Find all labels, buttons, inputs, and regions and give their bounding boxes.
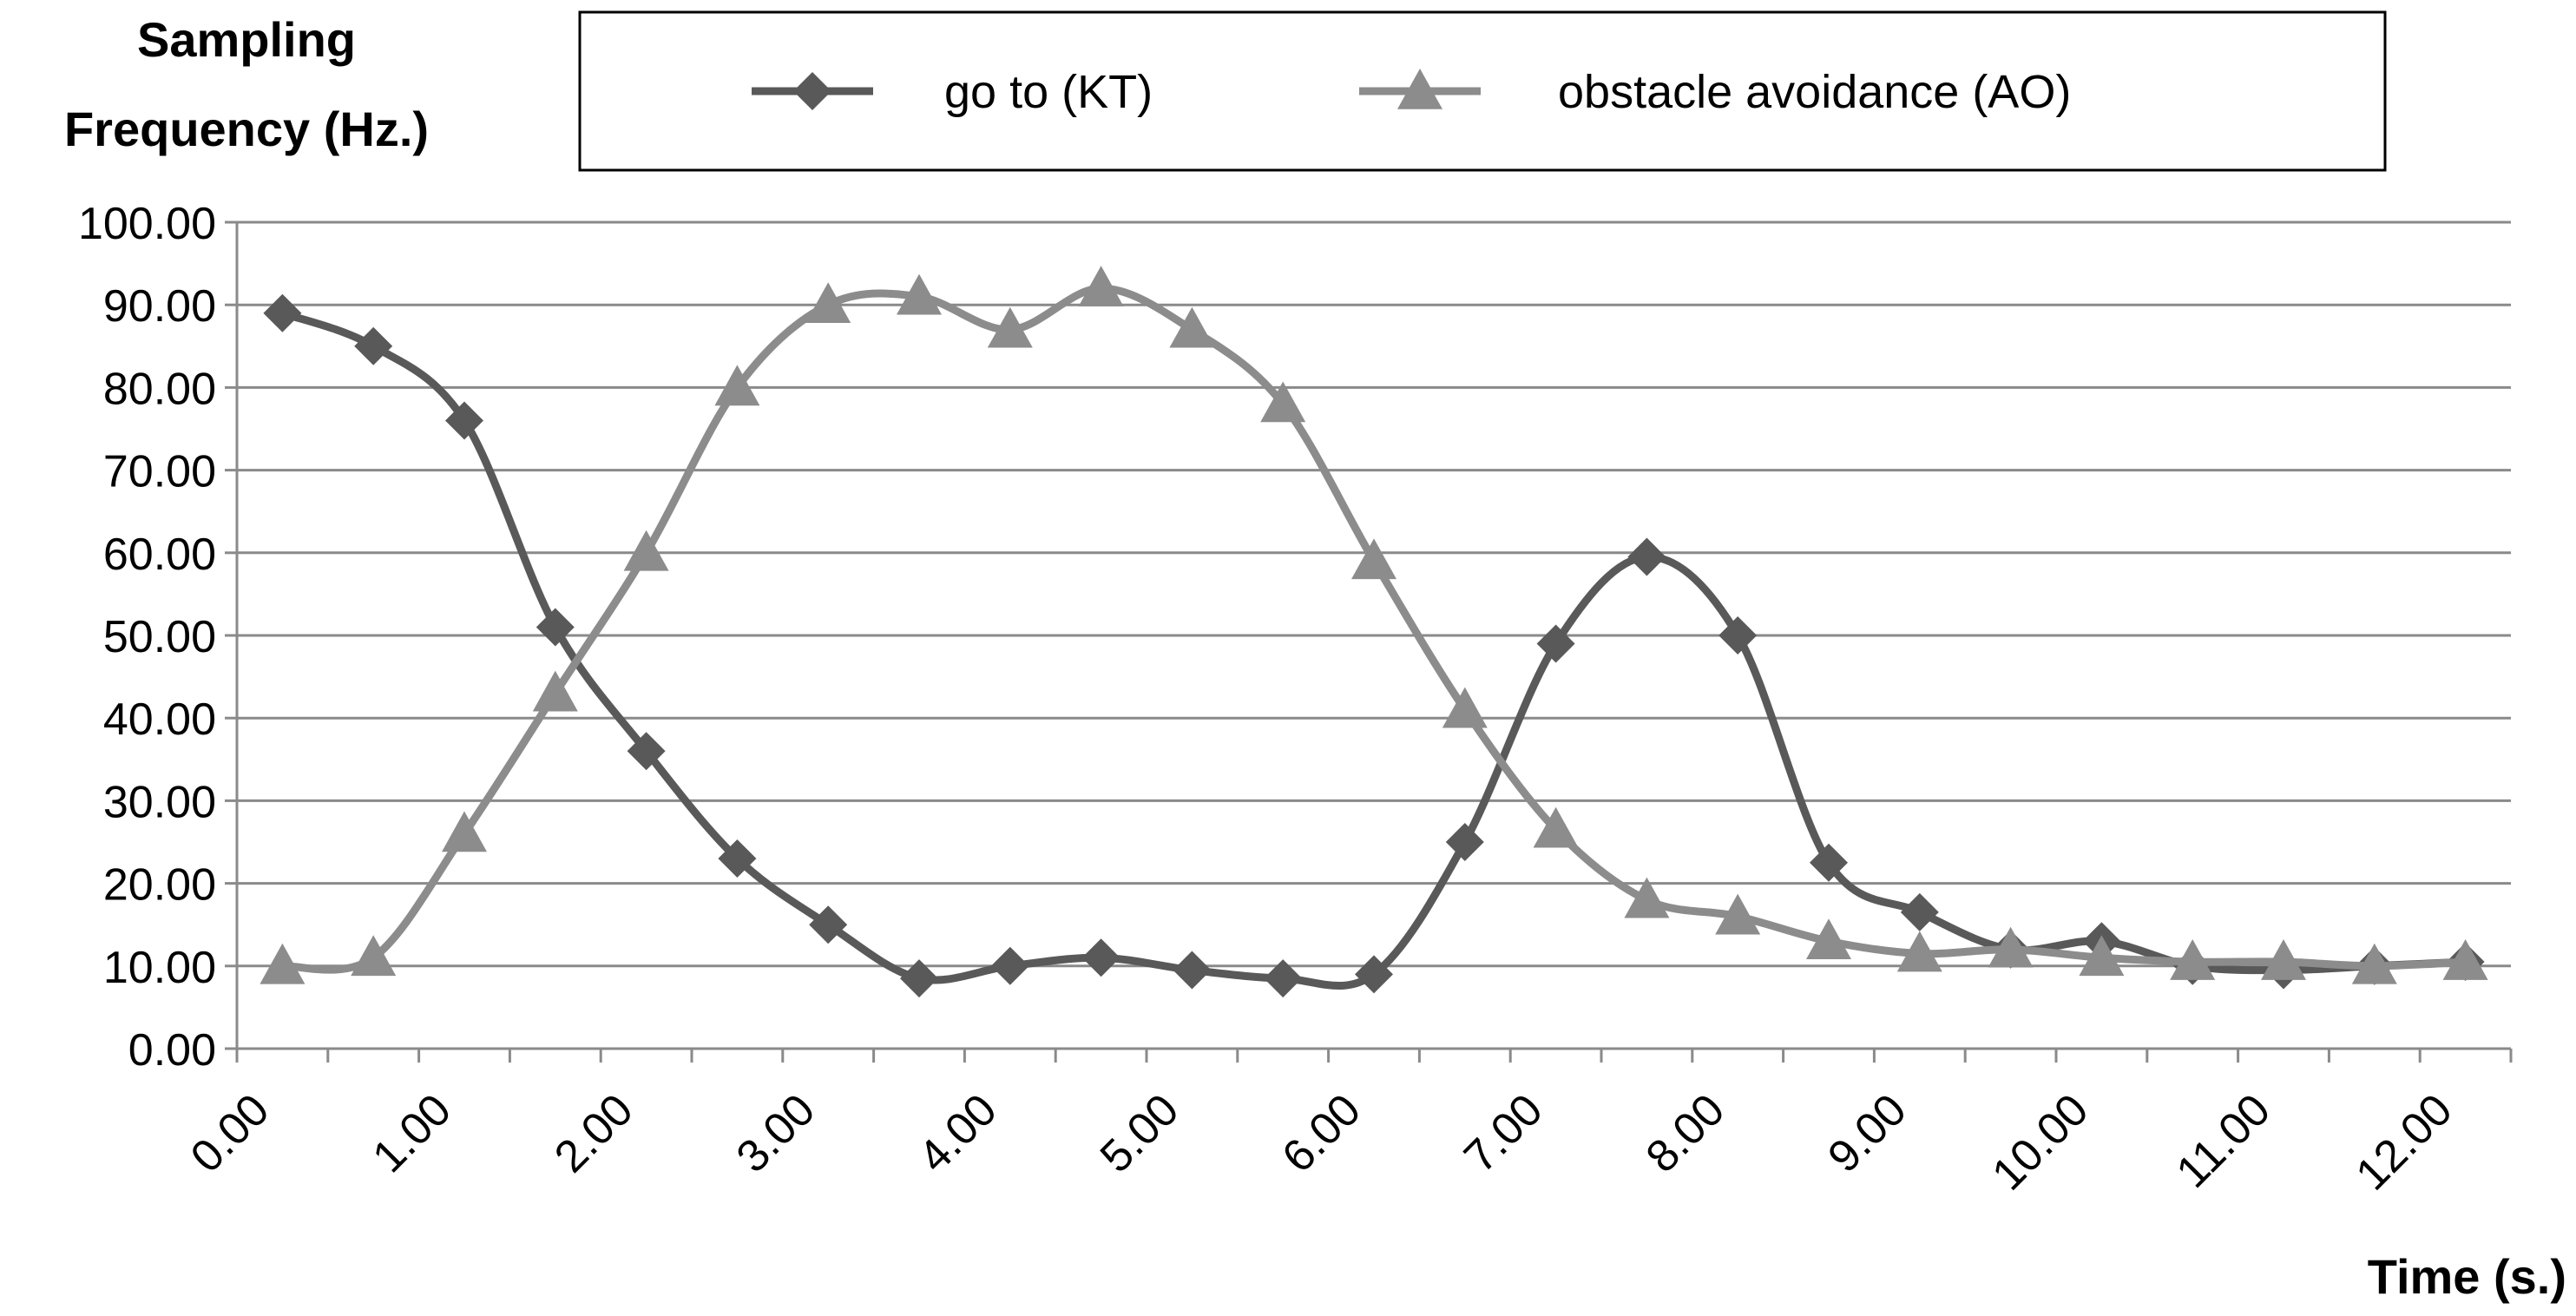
data-point-triangle [260,943,306,984]
legend-label: obstacle avoidance (AO) [1558,66,2071,118]
y-tick-label: 90.00 [103,281,216,332]
data-point-triangle [1078,266,1124,306]
x-tick-label: 9.00 [1818,1084,1916,1182]
data-point-triangle [351,935,397,977]
y-tick-label: 50.00 [103,612,216,662]
data-point-triangle [2351,943,2397,984]
data-point-triangle [1624,877,1670,918]
data-point-diamond [536,608,575,647]
x-tick-label: 4.00 [909,1084,1007,1182]
x-tick-label: 0.00 [181,1084,279,1182]
y-tick-label: 20.00 [103,860,216,911]
data-point-diamond [445,401,483,440]
y-tick-label: 40.00 [103,694,216,745]
data-point-triangle [1806,918,1851,960]
legend: go to (KT) obstacle avoidance (AO) [578,10,2387,172]
data-point-diamond [1810,843,1848,882]
data-point-triangle [1896,931,1942,972]
x-axis-label: Time (s.) [2368,1249,2566,1304]
x-tick-label: 10.00 [1982,1084,2098,1200]
data-point-diamond [900,959,938,998]
legend-marker-triangle [1397,69,1442,109]
y-axis-label-line-2: Frequency (Hz.) [64,102,429,156]
data-point-triangle [2079,935,2125,977]
x-axis-tick-labels: 0.00 1.00 2.00 3.00 4.00 5.00 6.00 7.00 8.00 9.00… [181,1084,2462,1200]
data-point-triangle [532,670,578,712]
data-point-triangle [1260,381,1306,423]
data-point-triangle [987,306,1033,348]
y-tick-label: 80.00 [103,364,216,414]
y-tick-label: 10.00 [103,943,216,993]
data-point-triangle [2170,939,2216,980]
x-tick-label: 1.00 [364,1084,462,1182]
x-tick-label: 11.00 [2167,1084,2280,1197]
data-point-diamond [990,946,1029,985]
data-point-triangle [1442,687,1488,728]
x-tick-label: 2.00 [545,1084,643,1182]
data-point-diamond [263,293,302,332]
x-tick-label: 3.00 [727,1084,825,1182]
axes [225,220,2513,1063]
data-point-triangle [2442,939,2488,980]
y-tick-label: 70.00 [103,447,216,497]
x-tick-label: 5.00 [1091,1084,1189,1182]
y-axis-label-line-1: Sampling [137,12,356,67]
y-tick-label: 60.00 [103,530,216,580]
series-go-to-kt [263,293,2485,998]
data-point-triangle [1533,806,1579,848]
data-point-triangle [1715,893,1761,935]
y-tick-label: 30.00 [103,777,216,827]
series-layer [260,266,2488,998]
data-point-diamond [1445,823,1484,861]
data-point-triangle [1169,306,1215,348]
x-tick-label: 12.00 [2347,1084,2462,1200]
data-point-triangle [1351,538,1396,580]
x-tick-label: 6.00 [1273,1084,1371,1182]
data-point-diamond [1264,959,1303,998]
data-point-diamond [627,732,666,771]
data-point-triangle [1988,926,2034,968]
data-point-diamond [718,839,757,878]
gridlines [237,220,2511,968]
y-axis-tick-labels: 0.00 10.00 20.00 30.00 40.00 50.00 60.00 70.00 8… [78,199,216,1076]
x-tick-label: 7.00 [1455,1084,1553,1182]
data-point-diamond [1355,955,1393,994]
data-point-diamond [1900,892,1939,931]
data-point-triangle [2261,939,2306,980]
data-point-triangle [714,365,760,406]
data-point-triangle [897,273,942,315]
data-point-diamond [1536,624,1575,663]
data-point-triangle [805,282,851,323]
data-point-diamond [1173,951,1212,990]
y-tick-label: 0.00 [128,1025,216,1076]
data-point-triangle [442,811,487,852]
series-obstacle-avoidance-ao [260,266,2488,984]
series-line [278,309,2470,990]
data-point-diamond [1081,938,1120,977]
legend-label: go to (KT) [944,66,1153,118]
legend-box [578,10,2387,172]
y-tick-label: 100.00 [78,199,216,249]
x-tick-label: 8.00 [1637,1084,1735,1182]
data-point-diamond [809,905,848,944]
data-point-diamond [1627,537,1666,576]
data-point-diamond [1718,616,1758,655]
legend-marker-diamond [793,72,831,110]
data-point-triangle [623,530,669,571]
data-point-diamond [354,326,393,365]
series-line [278,284,2470,974]
